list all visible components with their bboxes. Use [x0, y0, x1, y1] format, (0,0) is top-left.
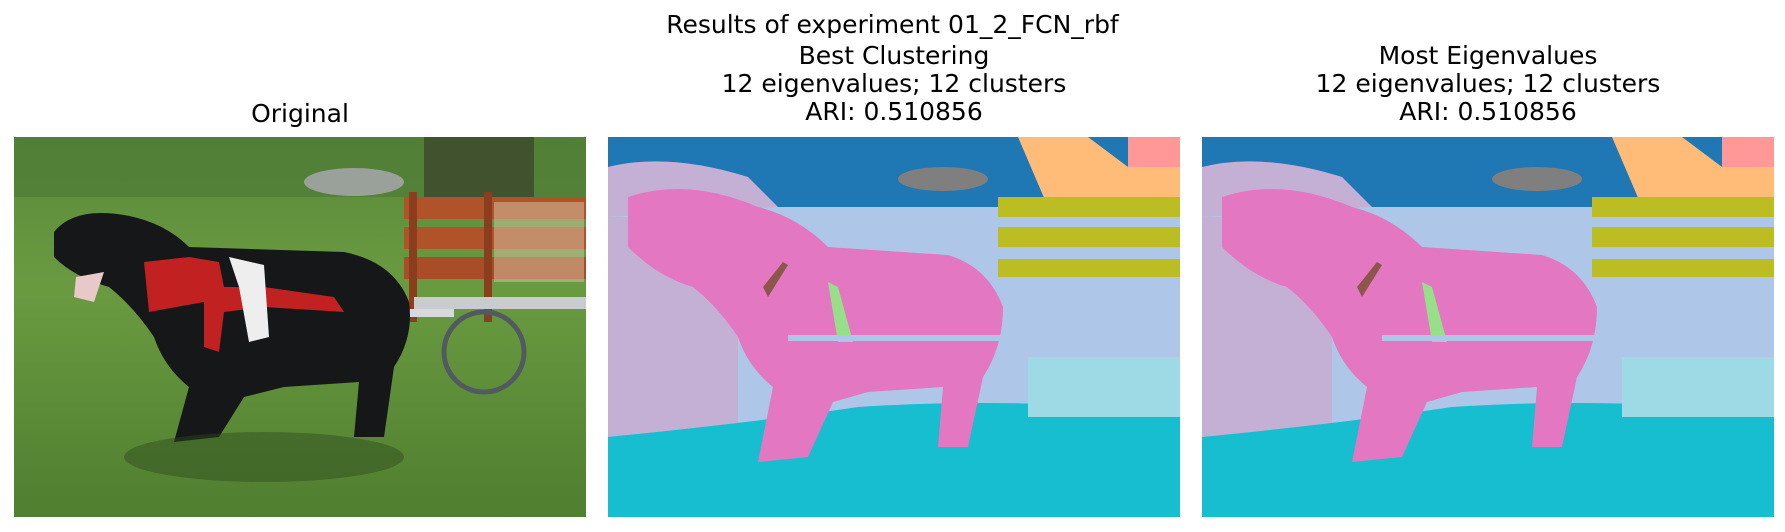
most-eigenvalues-image [1202, 137, 1774, 517]
panel-title-line: ARI: 0.510856 [805, 97, 983, 126]
black-dog [54, 213, 410, 442]
panel-title-line: 12 eigenvalues; 12 clusters [721, 69, 1067, 98]
panel-title-line: Original [251, 99, 349, 128]
segmentation-map [1202, 137, 1774, 517]
figure-suptitle: Results of experiment 01_2_FCN_rbf [666, 10, 1119, 39]
rock [304, 168, 404, 196]
panel-title-best-clustering: Best Clustering 12 eigenvalues; 12 clust… [608, 42, 1180, 126]
tree-trunk [424, 137, 534, 197]
dog-shadow [124, 432, 404, 482]
original-photo [14, 137, 586, 517]
panel-title-line: ARI: 0.510856 [1399, 97, 1577, 126]
wooden-cart [404, 192, 586, 395]
panel-title-original: Original [14, 100, 586, 128]
segmentation-map [608, 137, 1180, 517]
best-clustering-image [608, 137, 1180, 517]
panel-title-most-eigenvalues: Most Eigenvalues 12 eigenvalues; 12 clus… [1202, 42, 1774, 126]
panel-title-line: Best Clustering [798, 41, 990, 70]
panel-title-line: 12 eigenvalues; 12 clusters [1315, 69, 1661, 98]
panel-title-line: Most Eigenvalues [1378, 41, 1598, 70]
original-image [14, 137, 586, 517]
